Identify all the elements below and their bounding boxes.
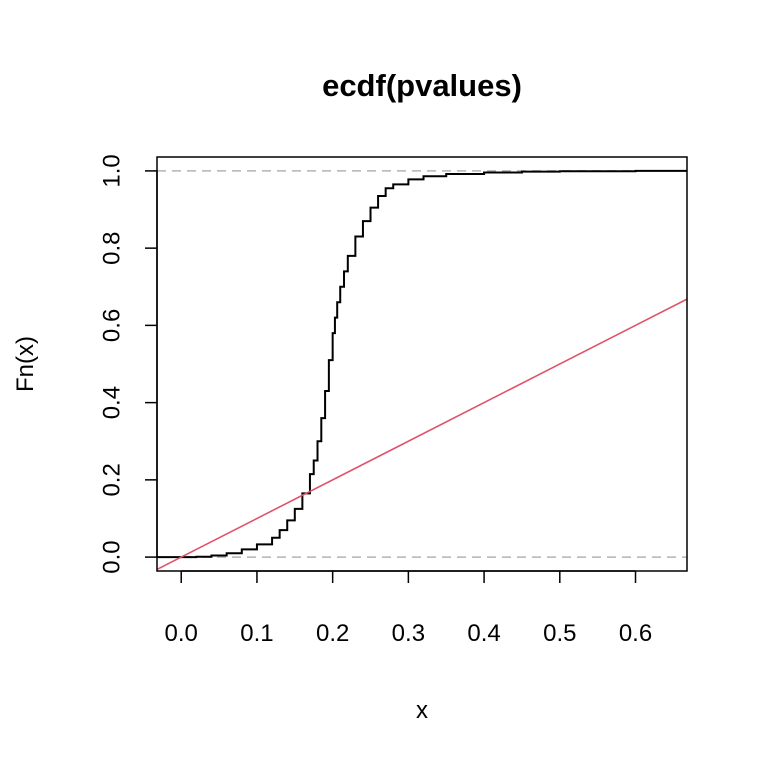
chart-title: ecdf(pvalues): [322, 68, 522, 103]
x-tick-label: 0.2: [316, 620, 349, 647]
plot-frame: [156, 156, 688, 572]
plot-area: [156, 169, 688, 571]
x-axis: 0.0 0.1 0.2 0.3 0.4 0.5 0.6: [165, 570, 652, 647]
y-axis-label: Fn(x): [12, 336, 39, 392]
diagonal-reference-line: [156, 298, 688, 571]
x-tick-label: 0.5: [543, 620, 576, 647]
ecdf-step-line: [157, 169, 687, 559]
x-tick-label: 0.4: [467, 620, 500, 647]
x-tick-label: 0.0: [165, 620, 198, 647]
y-axis: 0.0 0.2 0.4 0.6 0.8 1.0: [98, 154, 158, 574]
y-tick-label: 0.6: [98, 309, 125, 342]
x-tick-label: 0.6: [619, 620, 652, 647]
x-tick-label: 0.3: [392, 620, 425, 647]
x-tick-label: 0.1: [240, 620, 273, 647]
y-tick-label: 0.0: [98, 540, 125, 573]
y-tick-label: 0.4: [98, 386, 125, 419]
y-tick-label: 1.0: [98, 154, 125, 187]
y-tick-label: 0.8: [98, 231, 125, 264]
y-tick-label: 0.2: [98, 463, 125, 496]
x-axis-label: x: [416, 697, 428, 724]
